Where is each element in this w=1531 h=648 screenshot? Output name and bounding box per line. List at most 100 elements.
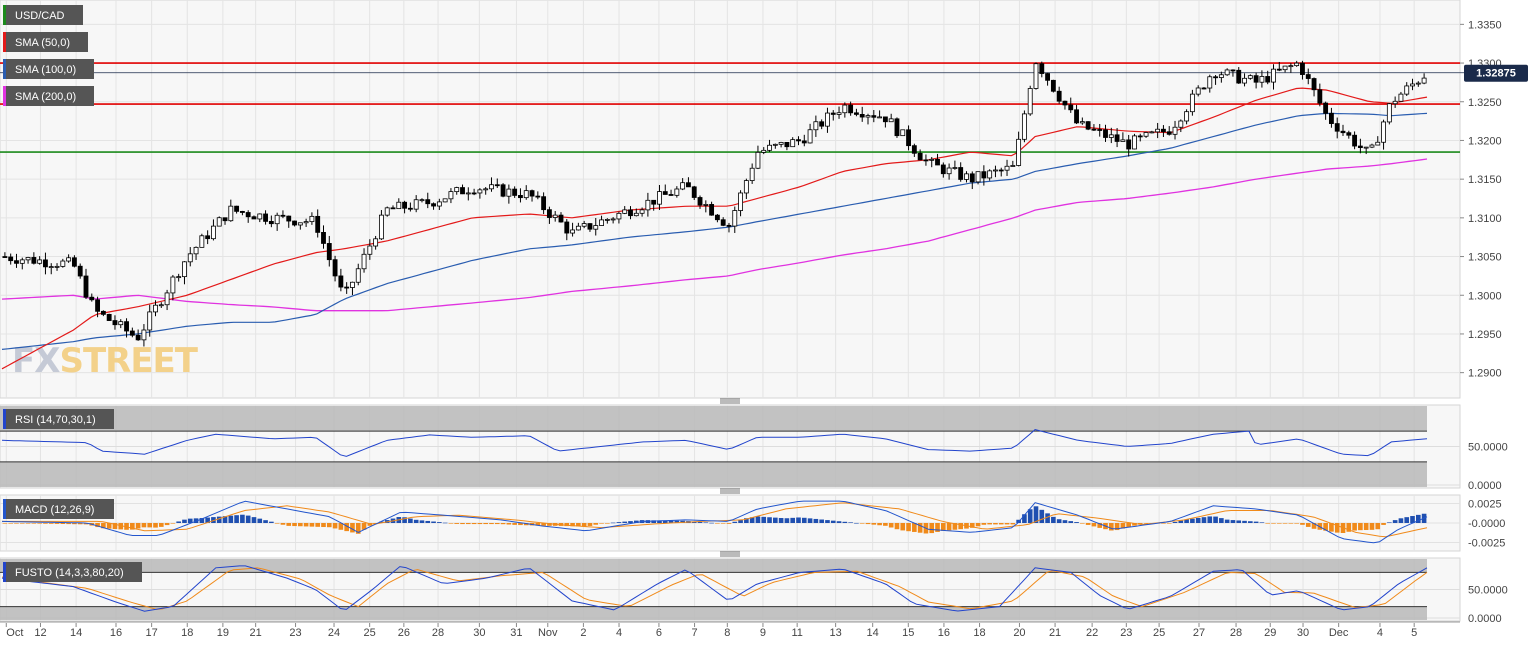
candle	[506, 184, 512, 204]
macd-histogram-bar	[286, 523, 292, 526]
candle	[170, 274, 176, 301]
macd-histogram-bar	[523, 523, 529, 526]
macd-histogram-bar	[1334, 523, 1340, 533]
legend-item-sma100[interactable]: SMA (100,0)	[3, 59, 94, 79]
candle	[882, 116, 888, 128]
macd-histogram-bar	[929, 523, 935, 534]
macd-histogram-bar	[605, 523, 610, 524]
candle-body	[940, 164, 946, 175]
candle	[112, 315, 118, 330]
legend-item-sma50[interactable]: SMA (50,0)	[3, 32, 88, 52]
candle-body	[1161, 128, 1166, 133]
candle-body	[645, 199, 651, 211]
legend-badge	[3, 562, 142, 582]
time-tick-label: 15	[902, 627, 914, 639]
macd-histogram-bar	[1027, 509, 1033, 523]
candle	[95, 296, 101, 318]
candle-body	[1045, 73, 1051, 81]
candle-body	[1120, 139, 1126, 142]
candle	[274, 212, 280, 231]
candle-body	[442, 198, 448, 203]
candle-body	[1300, 62, 1305, 75]
time-tick-label: 24	[328, 627, 340, 639]
candle-body	[66, 257, 72, 262]
macd-histogram-bar	[1051, 516, 1056, 523]
candle-body	[268, 220, 274, 225]
macd-histogram-bar	[1172, 521, 1178, 523]
macd-histogram-bar	[703, 522, 709, 524]
candle-body	[662, 191, 668, 195]
macd-histogram-bar	[512, 523, 517, 525]
time-tick-label: 31	[510, 627, 522, 639]
candle	[211, 219, 216, 241]
candle-body	[489, 184, 494, 190]
macd-histogram-bar	[72, 523, 77, 525]
panel-resize-handle[interactable]	[720, 551, 740, 557]
candle-body	[1311, 78, 1317, 91]
candle	[228, 199, 234, 222]
macd-histogram-bar	[599, 523, 604, 524]
macd-histogram-bar	[662, 520, 668, 523]
panel-resize-handle[interactable]	[720, 488, 740, 494]
candle-body	[263, 213, 268, 222]
macd-histogram-bar	[153, 523, 158, 528]
candle-body	[43, 259, 48, 268]
candle	[1079, 117, 1085, 125]
candle	[321, 225, 326, 249]
macd-histogram-bar	[1358, 523, 1363, 531]
candle-body	[842, 104, 848, 114]
candle-body	[639, 209, 645, 214]
candle-body	[1114, 134, 1120, 142]
candle	[923, 154, 929, 166]
candle-body	[732, 210, 738, 227]
macd-histogram-bar	[477, 523, 483, 525]
macd-histogram-bar	[1085, 523, 1091, 525]
candle-body	[1415, 82, 1421, 85]
macd-histogram-bar	[147, 523, 153, 528]
macd-histogram-bar	[715, 523, 720, 524]
candle-body	[686, 182, 691, 188]
candle-body	[523, 190, 529, 199]
macd-histogram-bar	[917, 523, 923, 533]
macd-histogram-bar	[60, 523, 66, 525]
candle-body	[425, 199, 431, 205]
macd-histogram-bar	[43, 523, 48, 524]
macd-histogram-bar	[95, 523, 100, 528]
macd-histogram-bar	[1080, 523, 1085, 524]
candle	[1091, 124, 1097, 132]
candle	[1027, 85, 1033, 116]
candle	[66, 254, 72, 263]
legend-item-usdcad[interactable]: USD/CAD	[3, 5, 83, 25]
candle-body	[1126, 139, 1132, 150]
candle-body	[917, 152, 923, 161]
legend-item-macd[interactable]: MACD (12,26,9)	[3, 499, 114, 519]
candle-body	[286, 215, 292, 222]
moving-averages	[1, 87, 1428, 370]
candle-body	[975, 171, 981, 183]
time-tick-label: 14	[867, 627, 879, 639]
legend-item-fusto[interactable]: FUSTO (14,3,3,80,20)	[3, 562, 142, 582]
legend-item-rsi[interactable]: RSI (14,70,30,1)	[3, 409, 114, 429]
candle-body	[691, 186, 697, 198]
candle-body	[1033, 63, 1039, 89]
macd-histogram-bar	[442, 522, 448, 524]
time-tick-label: 8	[724, 627, 730, 639]
last-price-label: 1.32875	[1476, 68, 1516, 80]
candle-body	[1276, 68, 1282, 71]
macd-histogram-bar	[1387, 522, 1392, 523]
panel-resize-handles[interactable]	[720, 398, 740, 557]
candle	[268, 215, 274, 228]
candle-body	[494, 184, 500, 187]
macd-histogram-bar	[66, 523, 71, 525]
macd-histogram-bar	[338, 523, 344, 530]
candle	[1143, 131, 1149, 138]
candle	[465, 187, 471, 201]
legend-badge	[3, 499, 114, 519]
legend-item-sma200[interactable]: SMA (200,0)	[3, 86, 94, 106]
candle-body	[367, 245, 373, 255]
candle-body	[396, 201, 402, 210]
candle	[164, 289, 170, 311]
candle-body	[703, 204, 709, 206]
panel-resize-handle[interactable]	[720, 398, 740, 404]
candle-body	[1230, 69, 1236, 72]
